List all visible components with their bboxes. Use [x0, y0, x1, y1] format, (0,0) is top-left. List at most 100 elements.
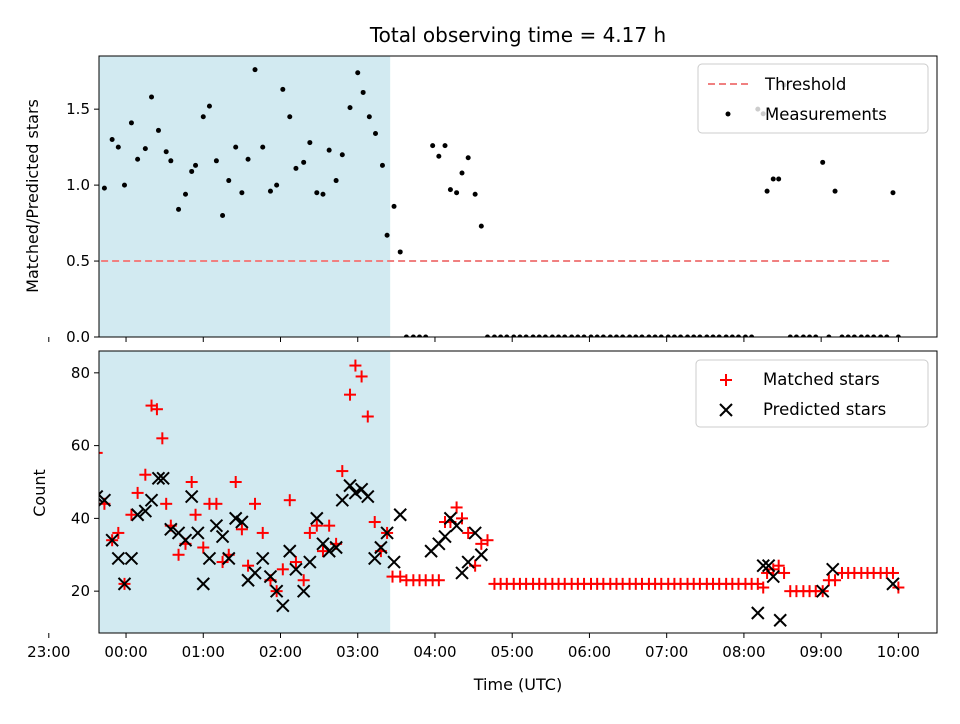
measurement-point — [320, 191, 326, 197]
matched-star-point — [150, 403, 163, 416]
measurement-point — [379, 162, 385, 168]
measurement-point — [274, 182, 280, 188]
x-tick-label: 10:00 — [877, 643, 920, 661]
x-tick-label: 01:00 — [182, 643, 225, 661]
measurement-point — [109, 137, 115, 143]
predicted-star-point — [276, 599, 290, 613]
matched-star-point — [394, 570, 407, 583]
measurement-point — [517, 334, 523, 337]
measurement-point — [832, 188, 838, 194]
measurement-point — [588, 334, 594, 337]
matched-star-point — [62, 491, 74, 503]
axes-frame — [98, 55, 938, 338]
measurement-point — [267, 188, 273, 194]
matched-star-point — [276, 563, 289, 576]
predicted-star-point — [111, 551, 126, 566]
measurement-point — [800, 334, 806, 337]
measurement-point — [871, 334, 877, 337]
predicted-star-point — [886, 577, 900, 591]
measurement-point — [168, 158, 174, 164]
measurement-point — [504, 334, 510, 337]
measurement-point — [729, 334, 735, 337]
measurement-point — [710, 334, 716, 337]
predicted-star-point — [156, 471, 170, 486]
predicted-star-point — [138, 504, 153, 518]
matched-star-point — [344, 388, 357, 401]
measurement-point — [347, 105, 353, 111]
measurement-point — [280, 86, 286, 92]
predicted-star-point — [83, 491, 95, 503]
measurement-point — [627, 334, 633, 337]
predicted-star-point — [70, 545, 82, 557]
legend-frame — [695, 359, 929, 428]
predicted-star-point — [222, 551, 236, 566]
matched-star-point — [242, 559, 255, 572]
measurement-point — [826, 334, 832, 337]
measurement-point — [594, 334, 600, 337]
measurement-point — [454, 190, 460, 196]
measurement-point — [193, 162, 199, 168]
measurement-point — [549, 334, 555, 337]
predicted-star-point — [303, 555, 317, 569]
measurement-point — [556, 334, 562, 337]
matched-star-point — [160, 497, 173, 510]
matched-star-point — [475, 537, 488, 550]
measurement-point — [665, 334, 671, 337]
predicted-star-point — [335, 493, 349, 507]
measurement-point — [878, 334, 884, 337]
matched-star-point — [125, 508, 138, 521]
y-tick-label: 0.0 — [66, 328, 90, 346]
measurement-point — [142, 146, 148, 152]
panel-ratio: 0.0 0.5 1.0 1.5 — [48, 55, 938, 346]
matched-star-point — [235, 523, 248, 536]
measurement-point — [391, 203, 397, 209]
predicted-star-point — [202, 551, 217, 566]
predicted-star-point — [393, 508, 407, 522]
predicted-star-point — [438, 529, 452, 544]
predicted-star-point — [99, 489, 104, 504]
measurement-point — [658, 334, 664, 337]
measurement-point — [176, 206, 182, 212]
measurement-point — [839, 334, 845, 337]
matched-star-point — [185, 475, 198, 488]
matched-star-point — [283, 494, 296, 507]
measurement-point — [498, 334, 504, 337]
matched-star-point — [249, 497, 262, 510]
measurement-point — [436, 153, 442, 159]
predicted-star-point — [164, 522, 178, 537]
measurement-point — [200, 114, 206, 120]
predicted-star-point — [387, 555, 401, 569]
predicted-star-point — [343, 478, 357, 493]
measurement-point — [770, 176, 776, 182]
matched-star-point — [131, 486, 144, 499]
measurement-point — [213, 158, 219, 164]
measurement-point — [252, 67, 258, 73]
measurement-point — [163, 149, 169, 155]
measurement-point — [646, 334, 652, 337]
y-axis-label-ratio: Matched/Predicted stars — [23, 99, 42, 293]
measurement-point — [206, 103, 212, 109]
measurement-point — [793, 334, 799, 337]
predicted-star-point — [256, 551, 270, 566]
x-tick-label: 09:00 — [800, 643, 843, 661]
y-tick-label: 60 — [71, 437, 90, 455]
measurement-point — [536, 334, 542, 337]
matched-star-point — [772, 559, 785, 572]
measurement-point — [685, 334, 691, 337]
y-tick-label: 0.5 — [66, 252, 90, 270]
legend-predicted-label: Predicted stars — [763, 400, 886, 419]
measurement-point — [260, 144, 266, 150]
y-tick-label: 20 — [71, 582, 90, 600]
measurement-point — [749, 334, 755, 337]
measurement-point — [339, 152, 345, 158]
predicted-star-point — [348, 486, 363, 500]
predicted-star-point — [773, 613, 787, 627]
predicted-star-point — [380, 526, 394, 540]
measurement-point — [820, 159, 826, 165]
measurement-point — [360, 89, 366, 95]
predicted-star-point — [455, 566, 469, 580]
predicted-star-point — [310, 511, 324, 526]
matched-star-point — [349, 359, 362, 372]
measurement-point — [355, 70, 361, 76]
measurement-point — [851, 334, 857, 337]
